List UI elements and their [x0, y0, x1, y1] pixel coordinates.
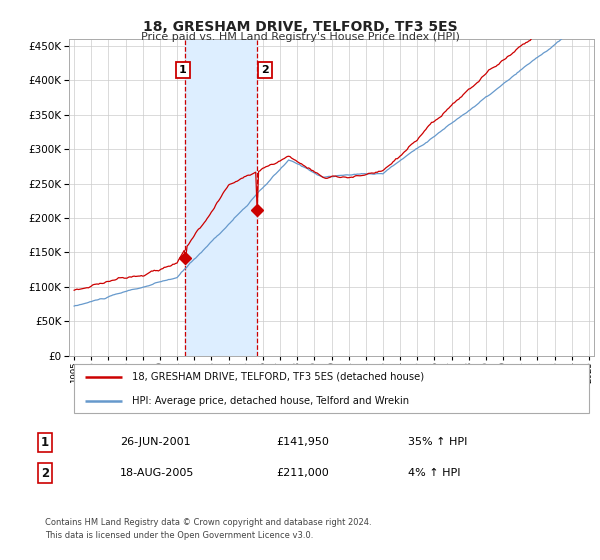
Text: 26-JUN-2001: 26-JUN-2001 — [120, 437, 191, 447]
Text: 4% ↑ HPI: 4% ↑ HPI — [408, 468, 461, 478]
FancyBboxPatch shape — [74, 365, 589, 413]
Text: Price paid vs. HM Land Registry's House Price Index (HPI): Price paid vs. HM Land Registry's House … — [140, 32, 460, 43]
Text: £141,950: £141,950 — [276, 437, 329, 447]
Bar — [185, 39, 257, 356]
Text: 18-AUG-2005: 18-AUG-2005 — [120, 468, 194, 478]
Text: £211,000: £211,000 — [276, 468, 329, 478]
Text: 1: 1 — [179, 65, 187, 75]
Text: 35% ↑ HPI: 35% ↑ HPI — [408, 437, 467, 447]
Text: 2: 2 — [261, 65, 269, 75]
Text: Contains HM Land Registry data © Crown copyright and database right 2024.
This d: Contains HM Land Registry data © Crown c… — [45, 518, 371, 539]
Text: 18, GRESHAM DRIVE, TELFORD, TF3 5ES (detached house): 18, GRESHAM DRIVE, TELFORD, TF3 5ES (det… — [132, 372, 424, 382]
Text: 18, GRESHAM DRIVE, TELFORD, TF3 5ES: 18, GRESHAM DRIVE, TELFORD, TF3 5ES — [143, 20, 457, 34]
Text: HPI: Average price, detached house, Telford and Wrekin: HPI: Average price, detached house, Telf… — [132, 396, 409, 406]
Text: 2: 2 — [41, 466, 49, 480]
Text: 1: 1 — [41, 436, 49, 449]
